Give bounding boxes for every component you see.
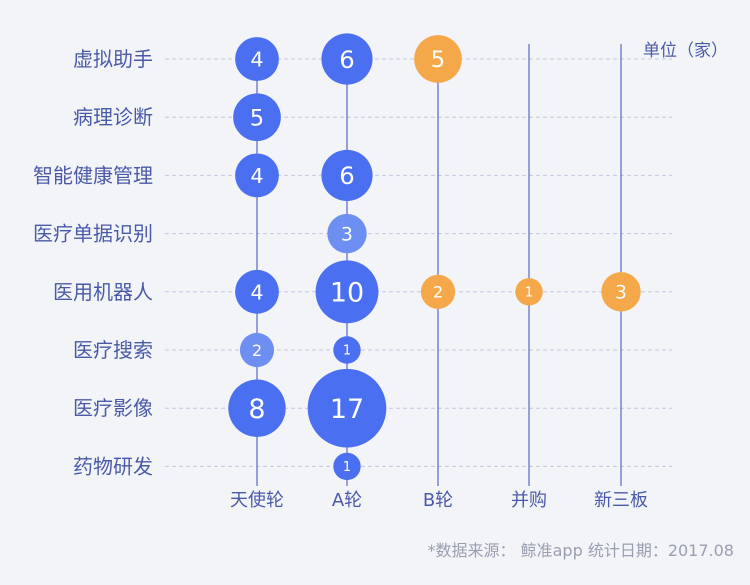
row-label: 医用机器人 bbox=[53, 280, 153, 304]
bubble bbox=[601, 272, 641, 312]
bubble bbox=[307, 368, 387, 448]
bubble bbox=[239, 332, 275, 368]
bubbles: 4 6 5 5 4 6 3 4 10 2 1 3 2 1 8 17 1 bbox=[228, 33, 641, 481]
bubble bbox=[233, 93, 281, 142]
bubble-label: 5 bbox=[250, 105, 264, 131]
row-label: 医疗影像 bbox=[73, 396, 153, 420]
bubble bbox=[420, 274, 456, 309]
row-label: 智能健康管理 bbox=[33, 163, 153, 187]
bubble-label: 1 bbox=[343, 460, 351, 475]
bubble bbox=[235, 269, 279, 314]
bubble-label: 6 bbox=[339, 45, 354, 74]
bubble-label: 3 bbox=[341, 224, 353, 245]
column-label: A轮 bbox=[332, 490, 362, 511]
bubble bbox=[321, 149, 373, 201]
bubble bbox=[321, 33, 373, 85]
bubble bbox=[235, 37, 279, 81]
bubble bbox=[235, 153, 279, 198]
bubble-label: 3 bbox=[615, 283, 627, 304]
row-label: 虚拟助手 bbox=[73, 47, 153, 71]
bubble bbox=[333, 336, 361, 364]
bubble bbox=[333, 452, 361, 481]
bubble-label: 1 bbox=[525, 285, 533, 300]
column-labels: 天使轮 A轮 B轮 并购 新三板 bbox=[230, 490, 648, 511]
bubble bbox=[228, 379, 286, 437]
bubble-label: 10 bbox=[330, 278, 364, 309]
bubble-label: 4 bbox=[250, 164, 263, 188]
bubble bbox=[315, 260, 379, 324]
bubble-label: 17 bbox=[330, 394, 364, 425]
bubble-label: 8 bbox=[248, 394, 265, 425]
column-label: 天使轮 bbox=[230, 490, 284, 511]
bubble bbox=[327, 213, 367, 254]
bubble-label: 4 bbox=[250, 280, 263, 304]
bubble bbox=[414, 35, 462, 83]
column-label: B轮 bbox=[423, 490, 453, 511]
bubble-label: 2 bbox=[252, 341, 262, 360]
bubble-label: 4 bbox=[250, 47, 263, 71]
row-label: 病理诊断 bbox=[73, 105, 153, 129]
bubble-label: 5 bbox=[431, 47, 445, 73]
bubble-label: 1 bbox=[343, 344, 351, 359]
row-label: 药物研发 bbox=[73, 454, 153, 478]
bubble-label: 6 bbox=[339, 161, 354, 190]
bubble-label: 2 bbox=[433, 283, 443, 302]
row-label: 医疗单据识别 bbox=[33, 222, 153, 246]
column-label: 并购 bbox=[511, 490, 547, 511]
column-label: 新三板 bbox=[594, 490, 648, 511]
source-note: *数据来源： 鲸准app 统计日期：2017.08 bbox=[427, 541, 734, 560]
row-label: 医疗搜索 bbox=[73, 338, 153, 362]
unit-label: 单位（家） bbox=[643, 41, 728, 61]
bubble bbox=[515, 278, 543, 306]
